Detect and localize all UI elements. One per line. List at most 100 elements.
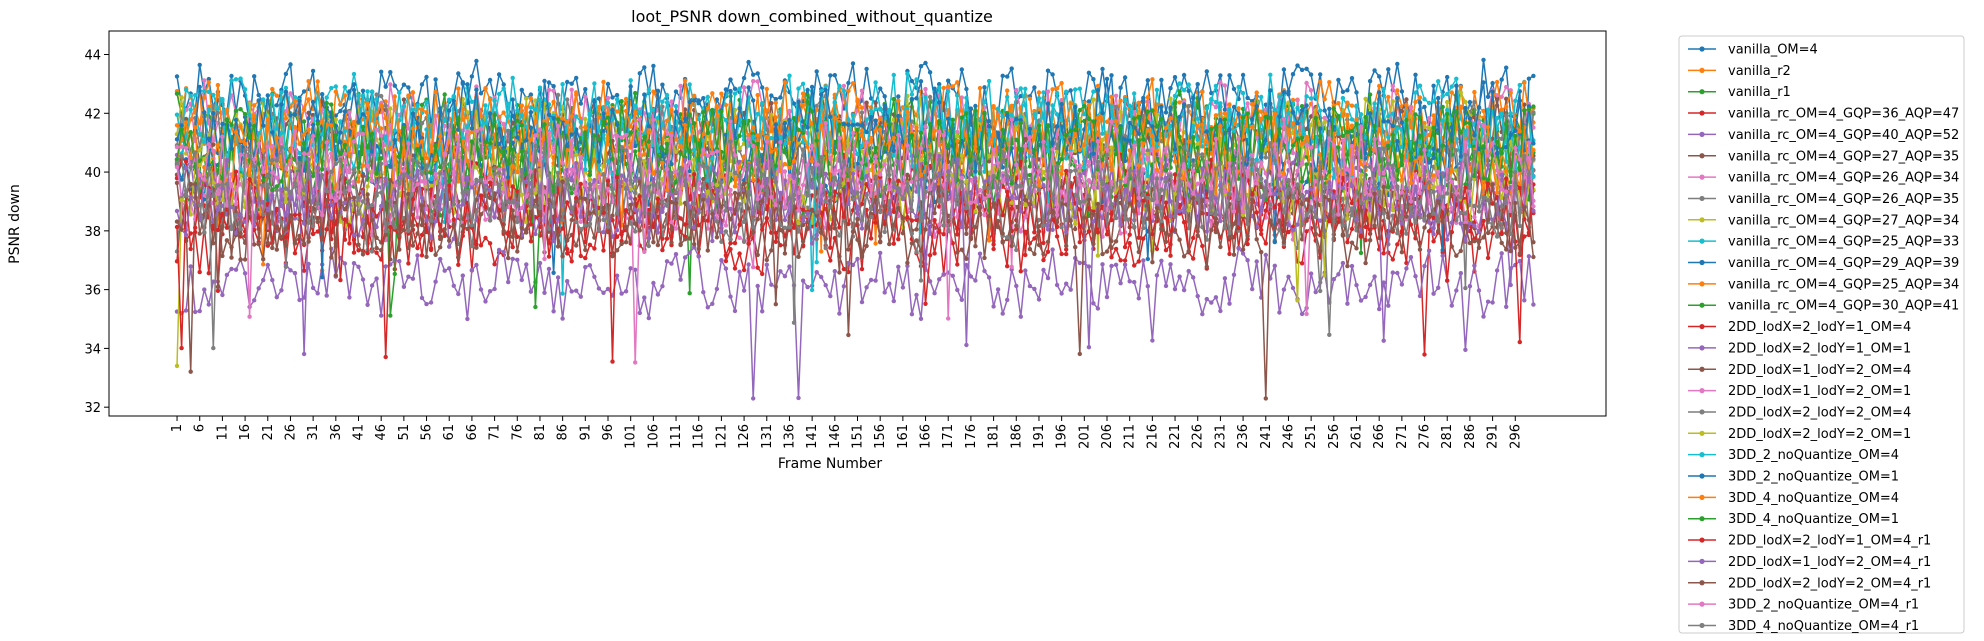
data-point: [1481, 144, 1486, 149]
data-point: [1254, 90, 1259, 95]
data-point: [1014, 283, 1019, 289]
data-point: [1508, 90, 1513, 96]
data-point: [1113, 93, 1119, 99]
data-point: [977, 251, 983, 256]
data-point: [379, 69, 384, 75]
data-point: [483, 86, 488, 91]
data-point: [537, 260, 543, 266]
data-point: [1118, 258, 1123, 263]
data-point: [1431, 99, 1436, 104]
data-point: [261, 97, 266, 102]
data-point: [474, 262, 479, 268]
data-point: [1100, 262, 1105, 267]
data-point: [1322, 108, 1327, 113]
data-point: [1014, 94, 1019, 100]
data-point: [1136, 138, 1142, 143]
data-point: [1136, 100, 1142, 106]
data-point: [660, 82, 665, 87]
data-point: [215, 110, 221, 116]
data-point: [1113, 246, 1119, 252]
data-point: [1163, 239, 1169, 244]
data-point: [959, 67, 964, 72]
data-point: [841, 266, 847, 272]
data-point: [828, 293, 833, 299]
data-point: [306, 79, 311, 84]
data-point: [1259, 109, 1264, 114]
data-point: [310, 122, 316, 128]
data-point: [583, 255, 588, 261]
data-point: [937, 277, 942, 282]
data-point: [256, 92, 261, 98]
data-point: [1467, 100, 1473, 105]
data-point: [705, 94, 710, 100]
data-point: [374, 276, 379, 281]
data-point: [374, 92, 379, 97]
data-point: [805, 87, 810, 93]
data-point: [1014, 127, 1019, 132]
data-point: [1118, 98, 1123, 103]
data-point: [909, 78, 915, 84]
data-point: [478, 287, 484, 292]
data-point: [909, 92, 915, 97]
data-point: [397, 259, 402, 264]
data-point: [941, 272, 946, 277]
data-point: [392, 94, 397, 99]
data-point: [1308, 122, 1314, 128]
data-point: [651, 280, 656, 286]
data-point: [233, 77, 239, 82]
data-point: [1463, 347, 1468, 352]
data-point: [551, 99, 556, 105]
data-point: [896, 98, 901, 104]
data-point: [692, 242, 697, 247]
data-point: [306, 239, 311, 244]
data-point: [1168, 253, 1173, 258]
data-point: [587, 242, 593, 247]
data-point: [746, 262, 751, 267]
data-point: [1154, 246, 1160, 252]
data-point: [1045, 249, 1051, 254]
data-point: [701, 290, 706, 295]
data-point: [188, 264, 193, 269]
data-point: [283, 116, 289, 121]
data-point: [623, 289, 629, 294]
data-point: [569, 259, 574, 264]
data-point: [900, 285, 906, 290]
data-point: [1168, 242, 1173, 247]
data-point: [1494, 268, 1500, 273]
data-point: [301, 351, 307, 357]
data-point: [746, 59, 751, 65]
data-point: [1345, 100, 1350, 105]
data-point: [755, 71, 760, 76]
data-point: [252, 74, 257, 79]
data-point: [229, 78, 234, 83]
data-point: [1458, 271, 1464, 276]
data-point: [447, 97, 452, 102]
data-point: [1290, 160, 1296, 165]
data-point: [442, 268, 447, 273]
data-point: [1295, 63, 1300, 68]
data-point: [723, 102, 729, 108]
data-point: [320, 92, 325, 97]
data-point: [696, 254, 701, 259]
data-point: [1127, 241, 1132, 246]
data-point: [1499, 77, 1504, 82]
data-point: [438, 256, 443, 262]
data-point: [174, 91, 180, 96]
data-point: [1005, 264, 1010, 269]
data-point: [1445, 99, 1450, 105]
data-point: [751, 78, 756, 84]
data-point: [1109, 94, 1114, 100]
data-point: [1027, 96, 1033, 102]
data-point: [1191, 275, 1196, 280]
data-point: [923, 86, 928, 92]
data-point: [787, 264, 792, 269]
data-point: [846, 332, 851, 338]
data-point: [1113, 104, 1119, 110]
data-point: [496, 247, 502, 253]
data-point: [506, 279, 511, 285]
data-point: [379, 102, 384, 108]
data-point: [1526, 76, 1532, 81]
data-point: [1449, 90, 1455, 95]
data-point: [769, 101, 774, 106]
data-point: [1381, 86, 1386, 92]
